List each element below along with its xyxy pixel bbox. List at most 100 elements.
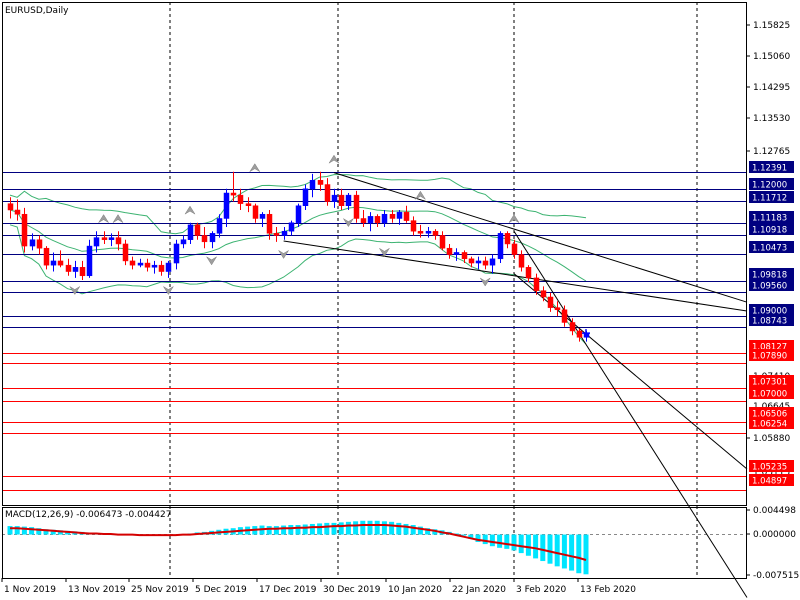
candle-body [461, 252, 468, 260]
macd-histogram-bar [281, 525, 287, 535]
macd-axis-label: -0.007515 [753, 571, 799, 581]
candle [576, 328, 583, 342]
macd-histogram-bar [576, 534, 582, 574]
candle [331, 188, 338, 208]
price-axis-label: 1.12765 [753, 147, 790, 157]
fractal-down-marker [379, 248, 390, 257]
fractal-down-marker [206, 256, 217, 266]
candle [504, 231, 511, 249]
candle-body [417, 230, 424, 234]
macd-histogram-bar [453, 533, 459, 535]
fractal-up-marker [508, 214, 520, 223]
macd-histogram-bar [547, 534, 553, 564]
candle [432, 229, 439, 240]
candle [453, 248, 460, 261]
candle [497, 231, 504, 264]
candle-body [547, 296, 554, 308]
macd-histogram-bar [525, 534, 531, 556]
candle-body [209, 233, 216, 243]
candle [14, 199, 21, 221]
macd-histogram-bar [381, 521, 387, 535]
macd-histogram-bar [302, 524, 308, 535]
candle-body [439, 235, 446, 249]
trend-line [283, 240, 748, 312]
candle [72, 260, 79, 278]
candle-body [302, 188, 309, 206]
candle-body [194, 224, 201, 236]
macd-histogram-bar [338, 522, 344, 535]
macd-histogram-bar [14, 526, 20, 535]
price-level-tag-label: 1.06506 [752, 410, 787, 420]
bollinger-bands [9, 174, 587, 345]
price-level-tag: 1.11183 [749, 211, 794, 224]
price-level-tag: 1.11712 [749, 191, 794, 204]
candle-body [187, 224, 194, 240]
macd-histogram-bar [367, 520, 373, 535]
price-level-tag-label: 1.12000 [752, 181, 787, 191]
candle [79, 260, 86, 281]
candle [245, 197, 252, 213]
candle [345, 193, 352, 210]
macd-histogram-bar [389, 521, 395, 535]
price-axis-label: 1.15060 [753, 52, 790, 62]
macd-histogram-bar [266, 526, 272, 535]
candle-body [173, 243, 180, 264]
price-level-tag-label: 1.09560 [752, 282, 787, 292]
candle-body [525, 267, 532, 279]
candle [461, 250, 468, 264]
candle [518, 250, 525, 272]
candle-body [489, 258, 496, 266]
candle [439, 231, 446, 251]
price-level-tag-label: 1.07301 [752, 378, 787, 388]
macd-histogram-bar [317, 523, 323, 535]
candle [475, 256, 482, 270]
candle-body [158, 264, 165, 272]
macd-histogram-bar [569, 534, 575, 571]
price-level-tag-label: 1.10918 [752, 226, 787, 236]
macd-histogram-bar [331, 522, 337, 535]
candle-body [137, 262, 144, 266]
candle [180, 235, 187, 249]
macd-histogram-bar [561, 534, 567, 569]
candle-body [72, 267, 79, 272]
candle [129, 256, 136, 270]
time-axis-label: 13 Feb 2020 [580, 585, 636, 595]
price-level-tag-label: 1.08743 [752, 317, 787, 327]
candle-body [324, 184, 331, 202]
fractal-up-marker [415, 190, 426, 200]
candle [554, 301, 561, 317]
macd-histogram-bar [353, 521, 359, 535]
candle [151, 260, 158, 274]
candle [43, 246, 50, 270]
candle-body [353, 194, 360, 219]
candle-body [201, 235, 208, 243]
macd-histogram-bar [288, 525, 294, 535]
candle-body [245, 203, 252, 206]
price-level-tag-label: 1.10473 [752, 244, 787, 254]
candle-body [533, 277, 540, 291]
macd-axis-label: 0.000000 [753, 530, 796, 540]
price-level-tag-bg [749, 387, 794, 399]
candle-body [425, 230, 432, 234]
macd-histogram-bar [396, 522, 402, 535]
macd-histogram-bar [273, 526, 279, 535]
macd-histogram-bar [410, 525, 416, 535]
candle-body [468, 258, 475, 264]
candle [511, 239, 518, 259]
macd-signal-line [10, 524, 587, 561]
macd-histogram-bar [324, 522, 330, 535]
candle-body [36, 239, 43, 249]
macd-histogram-bar [57, 530, 63, 535]
candle-body [561, 309, 568, 323]
fractal-down-marker [69, 286, 81, 295]
candle-body [403, 211, 410, 221]
candle-body [266, 213, 273, 234]
candle-body [93, 237, 100, 247]
fractal-up-marker [184, 205, 196, 215]
candle [122, 239, 129, 266]
time-axis-label: 5 Dec 2019 [195, 585, 247, 595]
candle-body [511, 243, 518, 255]
candle-body [223, 192, 230, 219]
price-level-tag-label: 1.05235 [752, 463, 787, 473]
price-level-tag: 1.09560 [749, 279, 794, 292]
